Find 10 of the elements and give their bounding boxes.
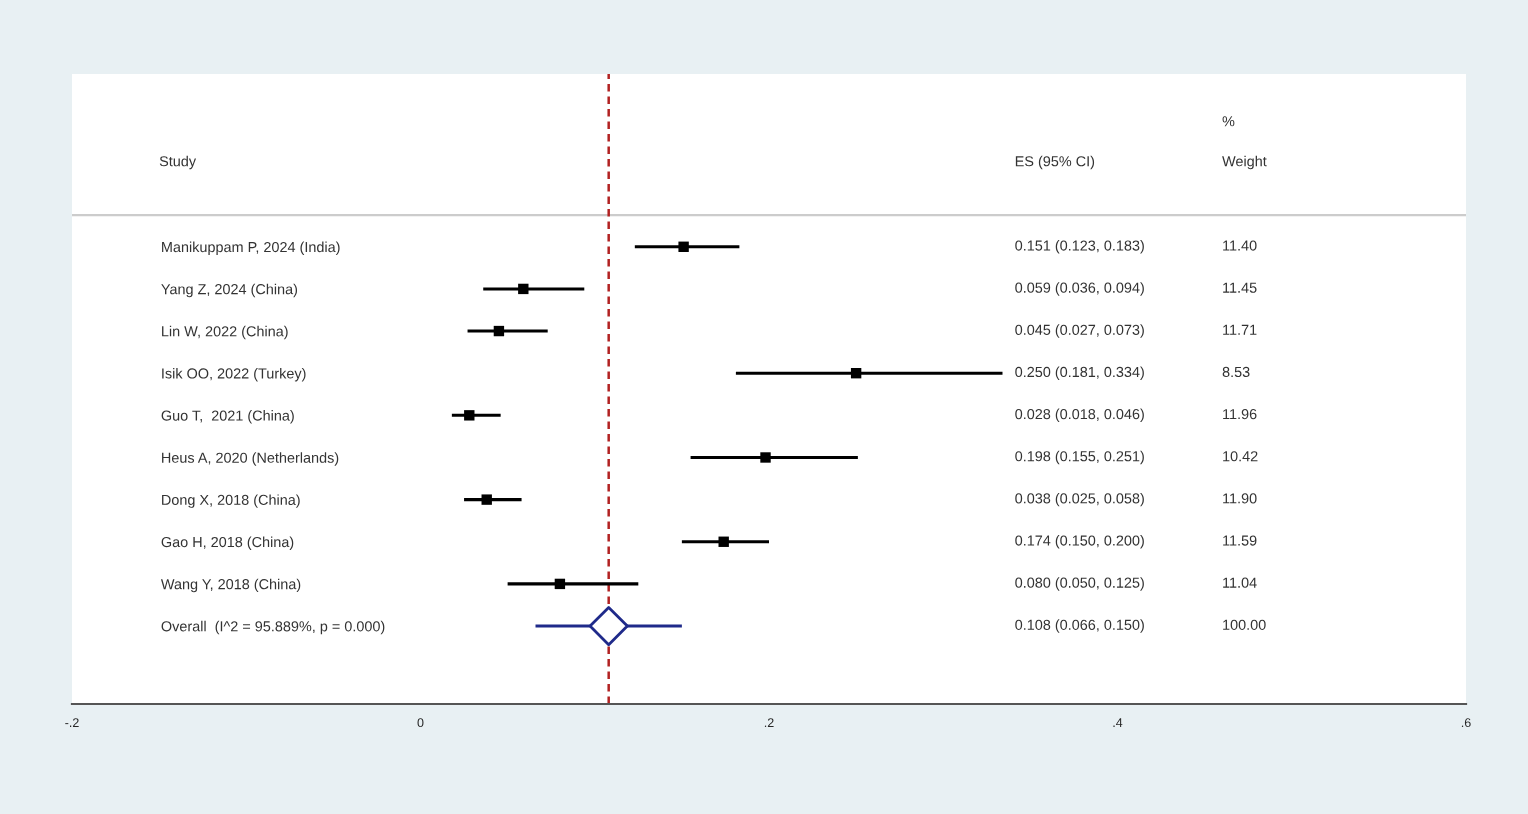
point xyxy=(678,241,689,252)
point xyxy=(481,494,492,505)
point xyxy=(588,606,629,647)
point xyxy=(518,283,529,295)
point xyxy=(760,452,771,463)
point xyxy=(718,536,729,547)
point xyxy=(554,578,566,590)
point xyxy=(464,410,475,421)
point xyxy=(493,325,505,337)
point xyxy=(850,368,862,379)
